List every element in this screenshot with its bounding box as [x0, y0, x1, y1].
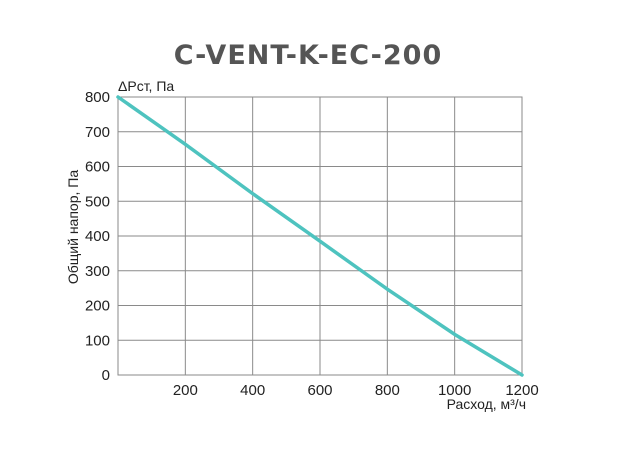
y-tick-label: 0 [102, 367, 110, 384]
y-tick-label: 200 [85, 298, 110, 315]
y-axis-label: Общий напор, Па [65, 170, 81, 284]
x-tick-label: 1000 [438, 382, 471, 399]
y-tick-label: 800 [85, 89, 110, 106]
y-tick-labels: 0 100 200 300 400 500 600 700 800 [85, 89, 110, 384]
y-tick-label: 100 [85, 332, 110, 349]
y-tick-label: 400 [85, 228, 110, 245]
y-tick-label: 600 [85, 159, 110, 176]
y-axis-top-label: ΔPст, Па [118, 78, 174, 94]
grid [118, 96, 523, 376]
x-tick-label: 200 [173, 382, 198, 399]
x-tick-labels: 200 400 600 800 1000 1200 [173, 382, 539, 399]
x-tick-label: 1200 [505, 382, 538, 399]
y-tick-label: 300 [85, 263, 110, 280]
x-tick-label: 400 [240, 382, 265, 399]
x-tick-label: 800 [375, 382, 400, 399]
y-tick-label: 500 [85, 193, 110, 210]
chart-title: C-VENT-K-EC-200 [174, 40, 443, 71]
y-tick-label: 700 [85, 124, 110, 141]
x-tick-label: 600 [307, 382, 332, 399]
x-axis-label: Расход, м³/ч [447, 396, 526, 412]
pressure-flow-curve [116, 95, 524, 377]
plot-frame [117, 96, 523, 376]
